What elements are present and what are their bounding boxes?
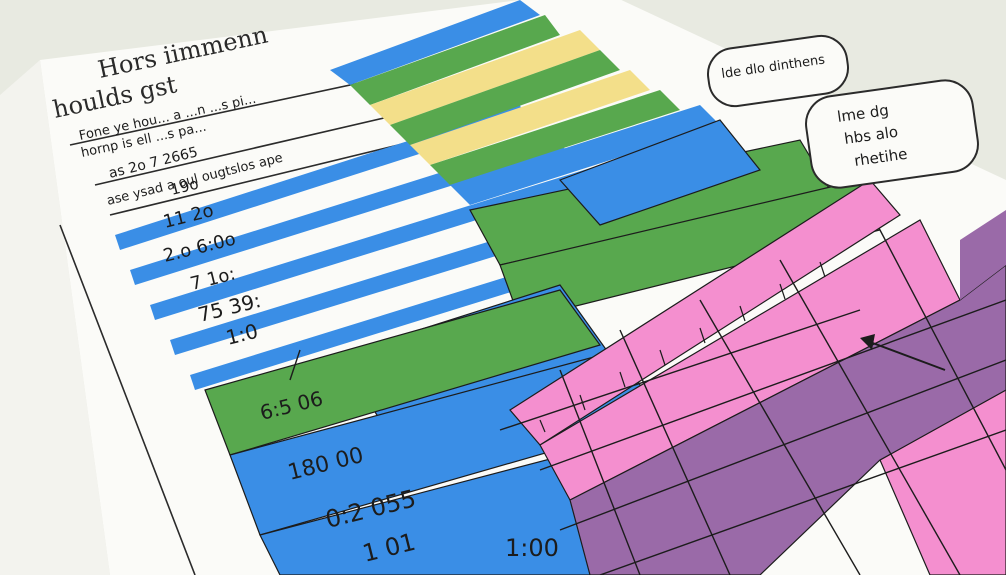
callout-large: lme dg hbs alo rhetihe bbox=[805, 79, 979, 189]
bars-pink bbox=[509, 179, 1006, 575]
callout-small: lde dlo dinthens bbox=[707, 34, 849, 108]
ruler-ticks bbox=[539, 261, 826, 433]
arrow-icon bbox=[860, 334, 946, 371]
paper-shadow bbox=[0, 60, 110, 575]
row-label: 1:00 bbox=[505, 534, 559, 562]
bars-purple bbox=[569, 210, 1006, 575]
bars-top-stack bbox=[330, 0, 720, 205]
grid-overlay bbox=[289, 229, 1006, 575]
